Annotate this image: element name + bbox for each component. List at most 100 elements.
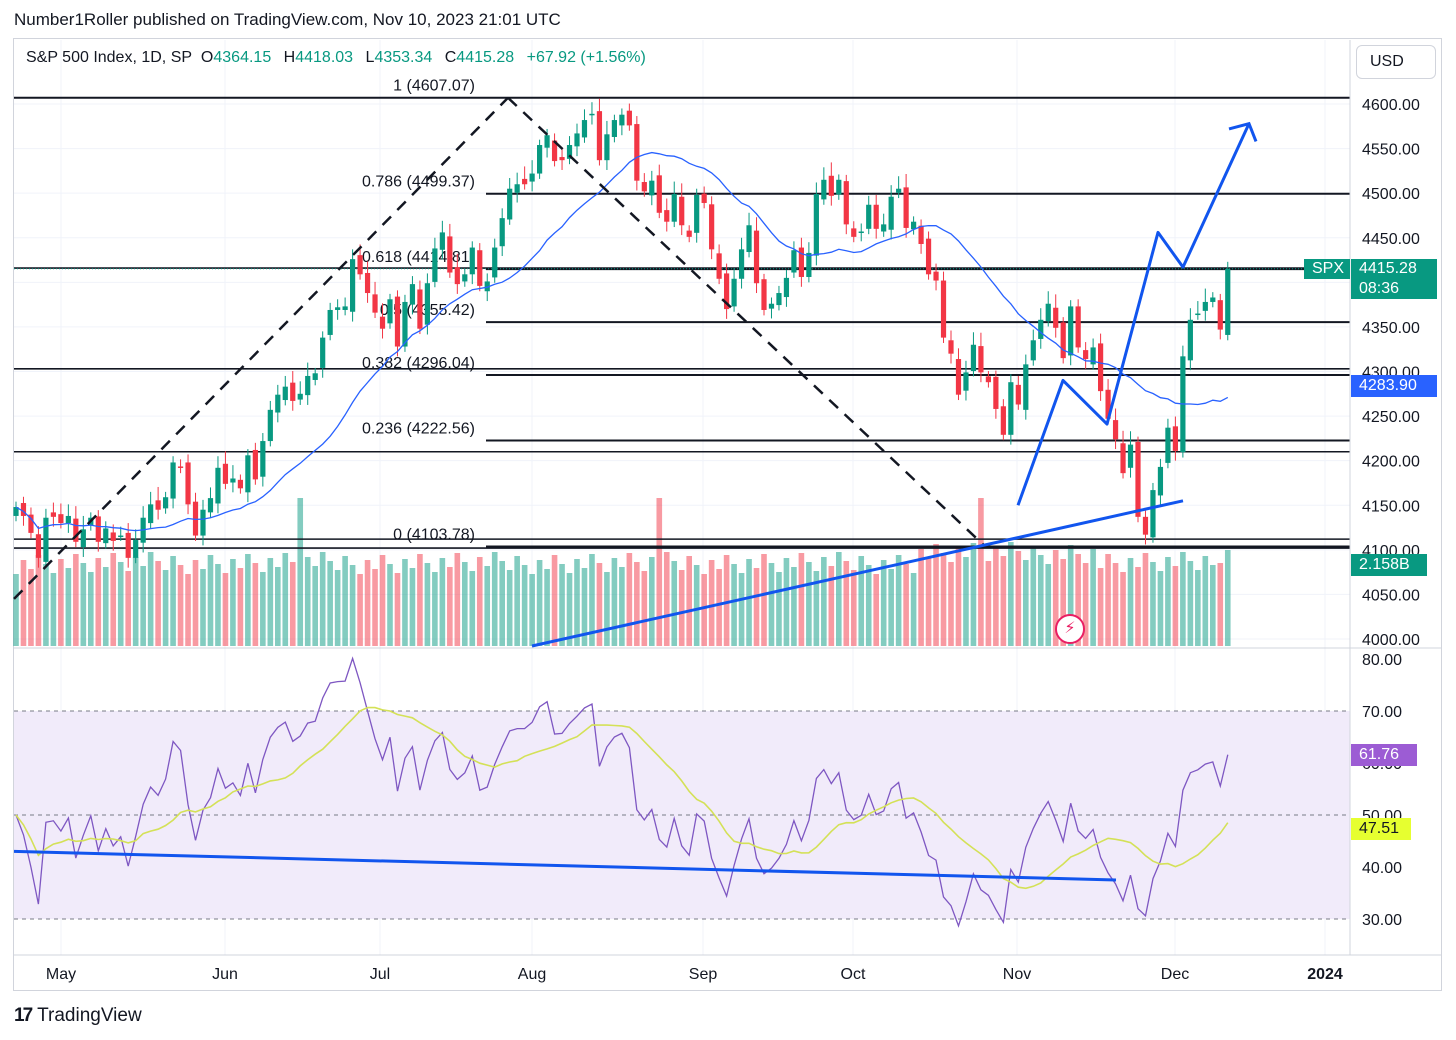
- candle-body: [596, 111, 603, 161]
- volume-bar: [252, 563, 259, 646]
- fib-level-label: 0.236 (4222.56): [362, 421, 475, 438]
- volume-bar: [327, 561, 333, 646]
- volume-bar: [1224, 550, 1231, 646]
- volume-bar: [417, 554, 423, 646]
- volume-bar: [297, 498, 304, 646]
- volume-bar: [1067, 545, 1074, 646]
- candle-body: [1075, 306, 1081, 348]
- volume-bar: [1030, 546, 1037, 646]
- time-axis-label: Aug: [518, 966, 546, 983]
- close-value: 4415.28: [456, 49, 515, 66]
- volume-bar: [88, 572, 94, 646]
- volume-bar: [716, 569, 722, 646]
- candle-body: [342, 306, 348, 310]
- candle-body: [80, 529, 86, 548]
- candle-body: [686, 230, 692, 237]
- candle-body: [589, 113, 595, 116]
- candle-body: [903, 187, 909, 228]
- candle-body: [963, 372, 969, 391]
- volume-bar: [342, 556, 348, 646]
- volume-bar: [806, 562, 812, 646]
- volume-bar: [222, 573, 229, 646]
- volume-bar: [731, 564, 737, 646]
- candle-body: [738, 249, 745, 279]
- candle-body: [439, 232, 445, 250]
- candle-body: [1015, 384, 1021, 405]
- candle-body: [813, 194, 819, 256]
- candle-body: [858, 231, 864, 234]
- candle-body: [73, 518, 79, 542]
- candle-body: [828, 175, 834, 196]
- candle-body: [753, 230, 760, 284]
- candle-body: [948, 340, 954, 354]
- candle-body: [537, 145, 543, 174]
- volume-bar: [491, 552, 498, 646]
- candle-body: [761, 279, 767, 310]
- symbol-title[interactable]: S&P 500 Index, 1D, SP: [26, 49, 193, 66]
- volume-bar: [858, 556, 865, 646]
- candle-body: [1112, 420, 1119, 440]
- low-value: 4353.34: [374, 49, 433, 66]
- ohlc-legend: S&P 500 Index, 1D, SP O4364.15 H4418.03 …: [26, 49, 654, 67]
- support-trendline: [531, 499, 1184, 648]
- candle-body: [978, 346, 984, 373]
- volume-bar: [671, 561, 678, 646]
- candle-body: [1023, 364, 1029, 410]
- volume-bar: [230, 559, 236, 646]
- volume-bar: [58, 559, 64, 646]
- candle-body: [1000, 406, 1006, 435]
- candle-body: [125, 532, 131, 558]
- candle-body: [731, 278, 737, 307]
- volume-bar: [1008, 542, 1014, 646]
- price-tag-value: 4415.28: [1359, 260, 1417, 277]
- tradingview-brand: 17 TradingView: [14, 1005, 142, 1027]
- volume-bar: [364, 560, 371, 646]
- candle-body: [477, 250, 483, 286]
- candle-body: [312, 373, 318, 380]
- candle-body: [1210, 297, 1216, 302]
- candle-body: [701, 193, 707, 203]
- volume-bar: [776, 572, 782, 646]
- volume-bar: [379, 555, 386, 646]
- candle-body: [409, 284, 416, 305]
- volume-bar: [207, 555, 214, 646]
- candle-body: [881, 224, 887, 232]
- candle-body: [387, 299, 393, 324]
- volume-bar: [1150, 562, 1156, 646]
- volume-bar: [282, 553, 289, 646]
- price-axis-label: 4500.00: [1362, 186, 1420, 203]
- candle-body: [95, 516, 101, 542]
- flash-icon[interactable]: ⚡: [1055, 614, 1085, 644]
- candle-body: [335, 307, 341, 310]
- volume-bar: [686, 556, 692, 646]
- time-axis-label: Sep: [689, 966, 718, 983]
- volume-bar: [13, 574, 19, 646]
- fib-trend-line-down: [507, 96, 986, 548]
- candle-body: [694, 194, 700, 233]
- currency-button[interactable]: USD: [1356, 45, 1436, 79]
- candle-body: [933, 271, 939, 281]
- candle-body: [1187, 319, 1193, 361]
- volume-bar: [484, 566, 491, 646]
- volume-bar: [589, 554, 595, 646]
- volume-bar: [933, 544, 939, 646]
- volume-bar: [132, 557, 139, 646]
- volume-bar: [312, 566, 318, 646]
- volume-bar: [402, 559, 408, 646]
- candle-body: [13, 507, 19, 516]
- candle-body: [447, 236, 453, 273]
- volume-bar: [649, 557, 655, 646]
- volume-bar: [117, 562, 124, 646]
- volume-bar: [432, 572, 438, 646]
- volume-bar: [80, 563, 87, 646]
- volume-bar: [611, 558, 618, 646]
- candle-body: [993, 376, 999, 409]
- candle-body: [237, 479, 243, 489]
- high-value: 4418.03: [295, 49, 354, 66]
- volume-bar: [394, 573, 401, 646]
- candle-body: [484, 281, 490, 292]
- candle-body: [1083, 350, 1089, 360]
- tradingview-wordmark: TradingView: [37, 1005, 142, 1026]
- candle-body: [402, 301, 408, 347]
